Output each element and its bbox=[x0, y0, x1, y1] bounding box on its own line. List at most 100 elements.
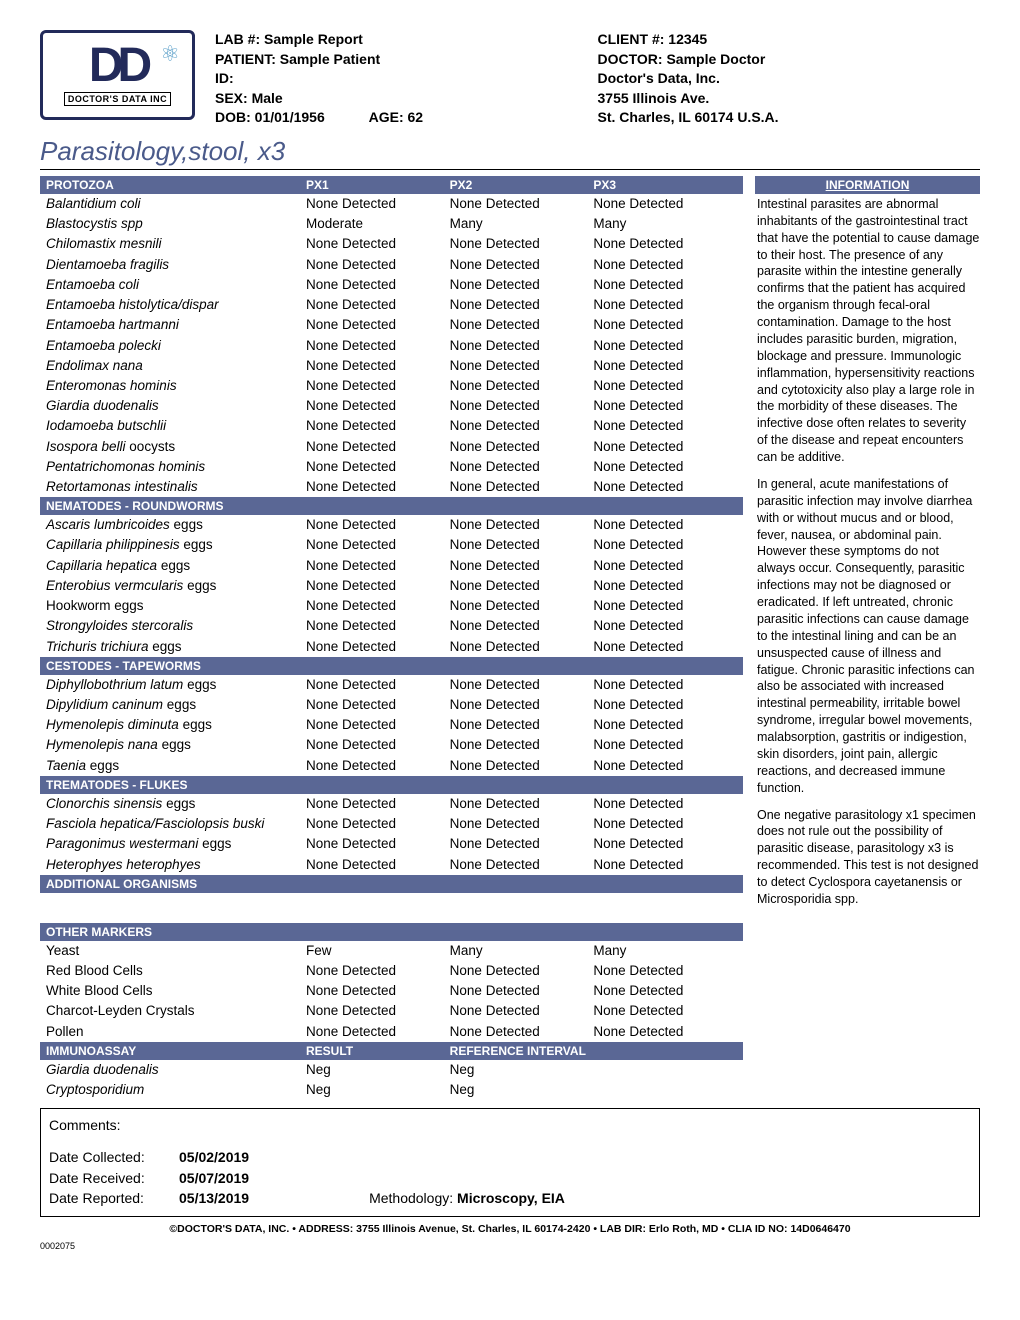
result-row: Entamoeba coliNone DetectedNone Detected… bbox=[40, 275, 743, 295]
result-value: None Detected bbox=[306, 458, 450, 476]
result-value: None Detected bbox=[450, 815, 594, 833]
result-value: None Detected bbox=[593, 795, 737, 813]
result-row: Capillaria hepatica eggsNone DetectedNon… bbox=[40, 556, 743, 576]
logo-subtext: DOCTOR'S DATA INC bbox=[64, 92, 171, 106]
comments-box: Comments: Date Collected: 05/02/2019 Dat… bbox=[40, 1108, 980, 1217]
results-column: PROTOZOAPX1PX2PX3Balantidium coliNone De… bbox=[40, 176, 743, 1100]
result-value: None Detected bbox=[306, 835, 450, 853]
result-value: None Detected bbox=[306, 235, 450, 253]
result-value: None Detected bbox=[306, 617, 450, 635]
result-value: None Detected bbox=[306, 377, 450, 395]
comments-label: Comments: bbox=[49, 1117, 971, 1133]
organism-name: Red Blood Cells bbox=[46, 962, 306, 980]
document-number: 0002075 bbox=[40, 1241, 980, 1251]
footer-text: ©DOCTOR'S DATA, INC. • ADDRESS: 3755 Ill… bbox=[40, 1223, 980, 1235]
atom-icon: ⚛ bbox=[160, 41, 180, 67]
result-value: None Detected bbox=[306, 296, 450, 314]
result-value: None Detected bbox=[593, 377, 737, 395]
organism-name: Heterophyes heterophyes bbox=[46, 856, 306, 874]
organism-name: Charcot-Leyden Crystals bbox=[46, 1002, 306, 1020]
result-value: None Detected bbox=[306, 856, 450, 874]
result-value: Neg bbox=[450, 1081, 594, 1099]
result-value: None Detected bbox=[306, 417, 450, 435]
result-row: Hookworm eggsNone DetectedNone DetectedN… bbox=[40, 596, 743, 616]
result-value: None Detected bbox=[450, 676, 594, 694]
result-row: Hymenolepis nana eggsNone DetectedNone D… bbox=[40, 735, 743, 755]
methodology-value: Microscopy, EIA bbox=[457, 1190, 565, 1206]
methodology: Methodology: Microscopy, EIA bbox=[369, 1188, 565, 1208]
result-value: None Detected bbox=[306, 795, 450, 813]
result-value: None Detected bbox=[450, 716, 594, 734]
result-value: None Detected bbox=[593, 1023, 737, 1041]
result-row: White Blood CellsNone DetectedNone Detec… bbox=[40, 981, 743, 1001]
header-right-col: CLIENT #: 12345 DOCTOR: Sample Doctor Do… bbox=[598, 30, 981, 128]
result-row: CryptosporidiumNegNeg bbox=[40, 1080, 743, 1100]
company-name: Doctor's Data, Inc. bbox=[598, 69, 981, 89]
report-header: ⚛ DD DOCTOR'S DATA INC LAB #: Sample Rep… bbox=[40, 30, 980, 128]
organism-name: Giardia duodenalis bbox=[46, 1061, 306, 1079]
result-row: Hymenolepis diminuta eggsNone DetectedNo… bbox=[40, 715, 743, 735]
result-row: Iodamoeba butschliiNone DetectedNone Det… bbox=[40, 416, 743, 436]
result-value: Many bbox=[450, 942, 594, 960]
organism-name: White Blood Cells bbox=[46, 982, 306, 1000]
result-value: None Detected bbox=[450, 617, 594, 635]
result-value: None Detected bbox=[593, 617, 737, 635]
result-value: None Detected bbox=[450, 377, 594, 395]
organism-name: Taenia eggs bbox=[46, 757, 306, 775]
organism-name: Chilomastix mesnili bbox=[46, 235, 306, 253]
organism-name: Ascaris lumbricoides eggs bbox=[46, 516, 306, 534]
result-value: None Detected bbox=[450, 577, 594, 595]
methodology-label: Methodology: bbox=[369, 1190, 453, 1206]
result-value: Neg bbox=[306, 1081, 450, 1099]
dates-block: Date Collected: 05/02/2019 Date Received… bbox=[49, 1147, 971, 1208]
date-received-value: 05/07/2019 bbox=[179, 1168, 249, 1188]
organism-name: Pollen bbox=[46, 1023, 306, 1041]
result-row: Paragonimus westermani eggsNone Detected… bbox=[40, 834, 743, 854]
result-value: None Detected bbox=[450, 296, 594, 314]
result-value: None Detected bbox=[593, 557, 737, 575]
result-value: None Detected bbox=[593, 815, 737, 833]
result-row: Ascaris lumbricoides eggsNone DetectedNo… bbox=[40, 515, 743, 535]
result-value: Few bbox=[306, 942, 450, 960]
report-title: Parasitology,stool, x3 bbox=[40, 136, 980, 170]
organism-name: Balantidium coli bbox=[46, 195, 306, 213]
result-row: Capillaria philippinesis eggsNone Detect… bbox=[40, 535, 743, 555]
result-value: Neg bbox=[450, 1061, 594, 1079]
client-number: CLIENT #: 12345 bbox=[598, 30, 981, 50]
result-row: Heterophyes heterophyesNone DetectedNone… bbox=[40, 855, 743, 875]
immunoassay-header: IMMUNOASSAYRESULTREFERENCE INTERVAL bbox=[40, 1042, 743, 1060]
result-row: Giardia duodenalisNegNeg bbox=[40, 1060, 743, 1080]
result-row: Entamoeba hartmanniNone DetectedNone Det… bbox=[40, 315, 743, 335]
result-row: Trichuris trichiura eggsNone DetectedNon… bbox=[40, 637, 743, 657]
result-value: None Detected bbox=[306, 337, 450, 355]
organism-name: Iodamoeba butschlii bbox=[46, 417, 306, 435]
result-value: None Detected bbox=[450, 276, 594, 294]
organism-name: Fasciola hepatica/Fasciolopsis buski bbox=[46, 815, 306, 833]
result-row: Fasciola hepatica/Fasciolopsis buski None… bbox=[40, 814, 743, 834]
result-value: None Detected bbox=[593, 337, 737, 355]
result-value: None Detected bbox=[306, 638, 450, 656]
result-value: None Detected bbox=[450, 195, 594, 213]
organism-name: Cryptosporidium bbox=[46, 1081, 306, 1099]
date-collected-label: Date Collected: bbox=[49, 1147, 179, 1167]
lab-number: LAB #: Sample Report bbox=[215, 30, 598, 50]
result-value: None Detected bbox=[306, 256, 450, 274]
main-content: PROTOZOAPX1PX2PX3Balantidium coliNone De… bbox=[40, 176, 980, 1100]
information-text: Intestinal parasites are abnormal inhabi… bbox=[755, 194, 980, 908]
result-value: None Detected bbox=[450, 757, 594, 775]
result-row: YeastFewManyMany bbox=[40, 941, 743, 961]
info-paragraph: One negative parasitology x1 specimen do… bbox=[757, 807, 980, 908]
result-row: Chilomastix mesniliNone DetectedNone Det… bbox=[40, 234, 743, 254]
result-value: None Detected bbox=[593, 736, 737, 754]
result-row: PollenNone DetectedNone DetectedNone Det… bbox=[40, 1022, 743, 1042]
result-value: None Detected bbox=[593, 296, 737, 314]
result-value: None Detected bbox=[306, 736, 450, 754]
patient-id: ID: bbox=[215, 69, 598, 89]
result-value: None Detected bbox=[450, 478, 594, 496]
result-value: None Detected bbox=[306, 438, 450, 456]
date-reported-label: Date Reported: bbox=[49, 1188, 179, 1208]
result-value: None Detected bbox=[450, 316, 594, 334]
result-value: None Detected bbox=[450, 1023, 594, 1041]
result-row: Red Blood CellsNone DetectedNone Detecte… bbox=[40, 961, 743, 981]
result-value: None Detected bbox=[450, 557, 594, 575]
